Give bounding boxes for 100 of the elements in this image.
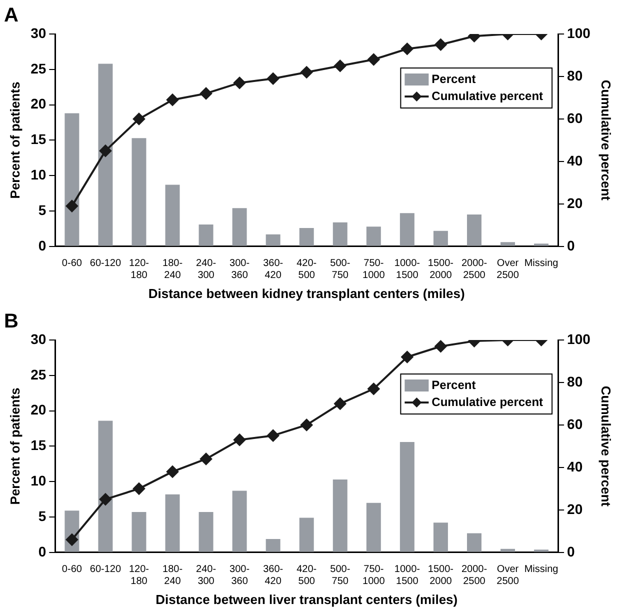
bar	[400, 442, 414, 552]
x-tick-label: Over 2500	[496, 258, 520, 282]
x-tick-label: 0-60	[62, 564, 82, 576]
x-tick-label: Missing	[524, 564, 558, 576]
x-axis-title: Distance between kidney transplant centers (miles)	[148, 286, 465, 301]
y-tick-label: 25	[30, 366, 46, 382]
x-tick-label: 120-180	[128, 564, 149, 588]
y-tick-label: 30	[30, 330, 46, 347]
bar	[400, 213, 414, 246]
point	[334, 60, 346, 72]
legend-label: Percent	[432, 378, 476, 392]
x-tick-label: 300-360	[230, 258, 250, 282]
bar	[466, 214, 482, 246]
point	[234, 76, 246, 89]
y-tick-label: 15	[30, 437, 46, 454]
x-tick-label: 240-300	[196, 564, 216, 588]
point	[434, 38, 447, 51]
y-axis-title: Percent of patients	[7, 388, 22, 505]
x-tick-label: 60-120	[90, 258, 122, 270]
x-tick-label: 1000-1500	[394, 258, 420, 282]
bar	[299, 228, 314, 246]
y2-tick-label: 0	[567, 237, 576, 254]
bar	[332, 222, 348, 246]
y-tick-label: 15	[30, 131, 46, 148]
y2-axis-title: Cumulative percent	[598, 386, 614, 508]
y2-tick-label: 20	[567, 194, 583, 211]
y-tick-label: 5	[38, 202, 46, 218]
x-tick-label: 500-750	[330, 564, 350, 588]
y2-tick-label: 60	[567, 416, 583, 432]
x-axis-title: Distance between liver transplant centers (miles)	[156, 592, 458, 607]
bar	[500, 242, 515, 246]
y2-tick-label: 40	[567, 458, 583, 474]
x-tick-label: 360-420	[263, 564, 284, 588]
point	[267, 430, 280, 442]
chart-title: B	[4, 310, 18, 333]
y2-tick-label: 40	[567, 152, 583, 168]
point	[99, 493, 112, 506]
point	[166, 466, 179, 478]
point	[401, 350, 414, 363]
x-tick-label: Missing	[524, 258, 558, 270]
x-tick-label: 1500-2000	[428, 258, 454, 282]
chart-title: A	[4, 4, 18, 27]
bar	[98, 420, 113, 552]
legend-label: Cumulative percent	[432, 88, 544, 103]
y-tick-label: 0	[38, 543, 46, 560]
point	[401, 42, 414, 55]
bar	[332, 479, 348, 552]
y-axis-title: Percent of patients	[7, 82, 22, 199]
point	[200, 452, 212, 465]
point	[66, 200, 78, 212]
x-tick-label: 1500-2000	[428, 564, 454, 588]
bar	[466, 533, 482, 552]
bar	[198, 512, 214, 552]
point	[368, 53, 380, 66]
x-tick-label: 360-420	[263, 258, 284, 282]
x-tick-label: 180-240	[162, 564, 183, 588]
y-tick-label: 30	[30, 24, 46, 41]
bar	[198, 224, 214, 246]
x-tick-label: 420-500	[296, 258, 317, 282]
y-tick-label: 10	[30, 472, 46, 488]
legend-label: Percent	[432, 72, 476, 86]
y2-tick-label: 60	[567, 110, 583, 126]
y2-tick-label: 80	[567, 373, 583, 390]
y-tick-label: 0	[38, 237, 46, 254]
bar	[232, 490, 247, 552]
y2-tick-label: 100	[567, 24, 591, 41]
bar	[500, 548, 515, 552]
x-tick-label: 500-750	[330, 258, 350, 282]
bar	[132, 138, 146, 246]
x-tick-label: 180-240	[162, 258, 183, 282]
point	[234, 434, 246, 446]
point	[99, 144, 112, 157]
y2-axis-title: Cumulative percent	[598, 80, 614, 202]
x-tick-label: 2000-2500	[461, 564, 488, 588]
x-tick-label: 1000-1500	[394, 564, 420, 588]
x-tick-label: 120-180	[128, 258, 149, 282]
y2-tick-label: 80	[567, 67, 583, 84]
y-tick-label: 25	[30, 60, 46, 76]
bar	[98, 64, 113, 246]
y-tick-label: 20	[30, 402, 46, 418]
point	[132, 482, 145, 495]
legend-label: Cumulative percent	[432, 394, 544, 409]
bar	[232, 208, 247, 246]
x-tick-label: 750-1000	[362, 564, 386, 588]
bar	[433, 522, 448, 552]
x-tick-label: Over 2500	[496, 564, 520, 588]
bar	[433, 230, 448, 246]
point	[300, 418, 313, 431]
y2-tick-label: 100	[567, 330, 591, 347]
bar	[165, 184, 180, 246]
bar	[165, 494, 180, 552]
y-tick-label: 20	[30, 96, 46, 112]
y2-tick-label: 0	[567, 543, 576, 560]
bar	[266, 234, 280, 246]
x-tick-label: 2000-2500	[461, 258, 488, 282]
x-tick-label: 240-300	[196, 258, 216, 282]
y-tick-label: 5	[38, 508, 46, 524]
x-tick-label: 420-500	[296, 564, 317, 588]
bar	[266, 538, 280, 552]
point	[434, 340, 447, 352]
